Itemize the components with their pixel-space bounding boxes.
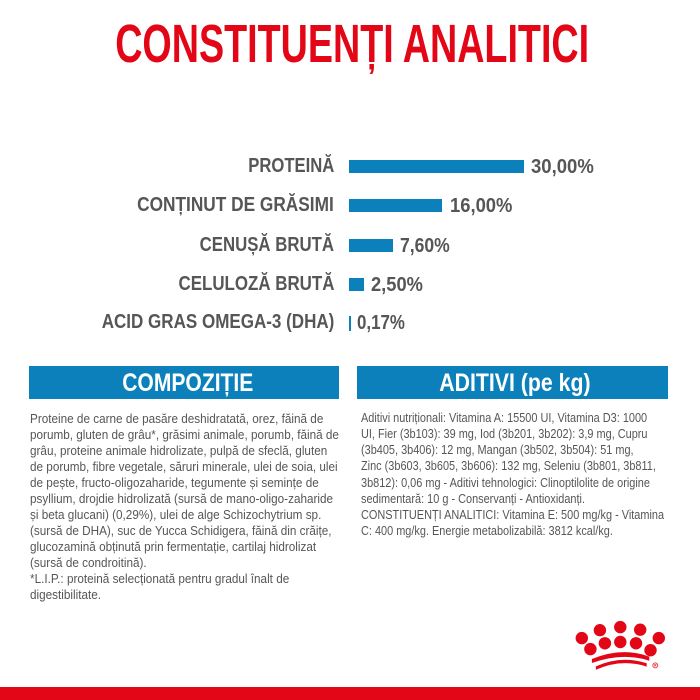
svg-text:R: R [654,664,657,668]
